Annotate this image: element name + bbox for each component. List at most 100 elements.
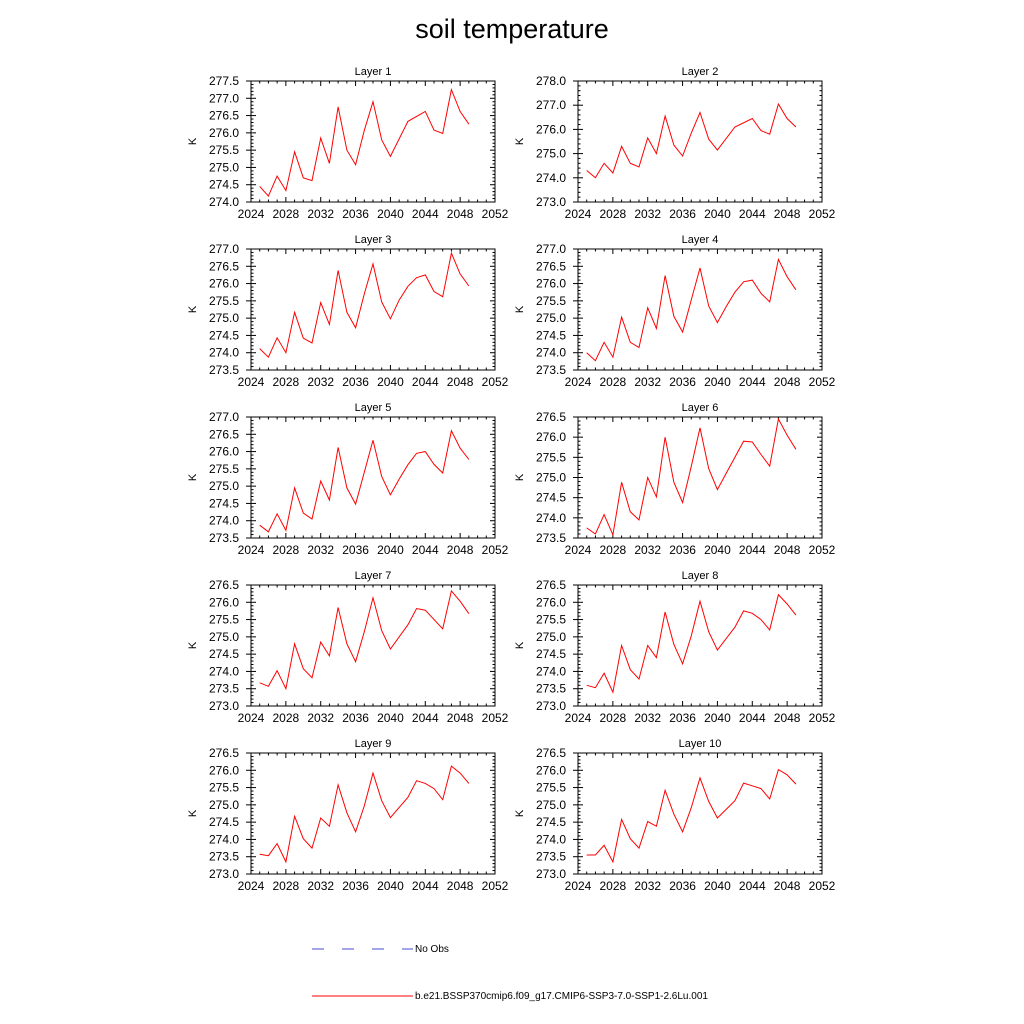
x-tick-label: 2048 xyxy=(447,375,474,389)
y-tick-label: 273.0 xyxy=(209,867,239,881)
y-tick-label: 275.5 xyxy=(209,294,239,308)
y-tick-label: 277.0 xyxy=(209,91,239,105)
panel-layer-6: Layer 6 K 2024 2028 2032 2036 2040 2044 2048 2052… xyxy=(514,402,836,557)
x-tick-label: 2040 xyxy=(377,879,404,893)
x-tick-label: 2028 xyxy=(600,711,627,725)
y-tick-label: 275.5 xyxy=(209,781,239,795)
panel-title: Layer 7 xyxy=(355,570,392,582)
x-tick-label: 2044 xyxy=(412,711,439,725)
y-tick-label: 277.0 xyxy=(536,98,566,112)
y-tick-label: 273.5 xyxy=(536,531,566,545)
x-tick-label: 2044 xyxy=(739,711,766,725)
y-tick-label: 274.5 xyxy=(536,328,566,342)
x-tick-label: 2040 xyxy=(377,543,404,557)
y-tick-label: 276.0 xyxy=(209,126,239,140)
x-tick-label: 2028 xyxy=(273,207,300,221)
y-tick-label: 274.0 xyxy=(209,832,239,846)
x-tick-label: 2036 xyxy=(342,543,369,557)
panel-title: Layer 2 xyxy=(682,66,719,78)
x-tick-label: 2032 xyxy=(634,711,661,725)
y-tick-label: 277.0 xyxy=(209,410,239,424)
series-line xyxy=(259,429,470,533)
series-line xyxy=(259,589,470,691)
plot-frame xyxy=(250,584,496,707)
y-tick-label: 274.5 xyxy=(536,491,566,505)
x-tick-label: 2052 xyxy=(809,543,836,557)
y-tick-label: 274.0 xyxy=(209,514,239,528)
x-tick-label: 2040 xyxy=(704,879,731,893)
y-tick-label: 273.5 xyxy=(536,682,566,696)
y-axis-label: K xyxy=(514,137,526,145)
x-tick-label: 2048 xyxy=(774,543,801,557)
y-tick-label: 274.0 xyxy=(536,664,566,678)
panel-layer-9: Layer 9 K 2024 2028 2032 2036 2040 2044 2048 2052… xyxy=(187,738,509,893)
x-tick-label: 2048 xyxy=(774,711,801,725)
legend: No Obs b.e21.BSSP370cmip6.f09_g17.CMIP6-… xyxy=(312,944,708,1002)
y-tick-label: 274.0 xyxy=(536,346,566,360)
x-tick-label: 2044 xyxy=(739,207,766,221)
panel-layer-7: Layer 7 K 2024 2028 2032 2036 2040 2044 2048 2052… xyxy=(187,570,509,725)
x-tick-label: 2028 xyxy=(273,375,300,389)
y-tick-label: 275.5 xyxy=(536,450,566,464)
legend-label-no-obs: No Obs xyxy=(415,944,449,955)
x-tick-label: 2024 xyxy=(565,207,592,221)
chart-title: soil temperature xyxy=(415,14,609,44)
x-tick-label: 2044 xyxy=(412,375,439,389)
x-tick-label: 2036 xyxy=(342,207,369,221)
series-line xyxy=(586,768,797,864)
y-tick-label: 275.0 xyxy=(536,147,566,161)
y-tick-label: 274.5 xyxy=(536,647,566,661)
panel-layer-3: Layer 3 K 2024 2028 2032 2036 2040 2044 2048 2052… xyxy=(187,234,509,389)
x-tick-label: 2032 xyxy=(634,543,661,557)
y-tick-label: 273.0 xyxy=(536,699,566,713)
y-axis-label: K xyxy=(514,473,526,481)
series-line xyxy=(259,251,470,359)
y-tick-label: 275.0 xyxy=(536,471,566,485)
y-tick-label: 275.5 xyxy=(209,613,239,627)
y-axis-label: K xyxy=(514,641,526,649)
panel-layer-4: Layer 4 K 2024 2028 2032 2036 2040 2044 2048 2052… xyxy=(514,234,836,389)
y-tick-label: 275.0 xyxy=(536,311,566,325)
y-tick-label: 273.5 xyxy=(209,850,239,864)
y-tick-label: 273.0 xyxy=(209,699,239,713)
series-line xyxy=(259,87,470,198)
x-tick-label: 2032 xyxy=(634,207,661,221)
y-tick-label: 273.5 xyxy=(209,682,239,696)
y-tick-label: 277.0 xyxy=(536,242,566,256)
x-tick-label: 2048 xyxy=(774,375,801,389)
x-tick-label: 2036 xyxy=(669,207,696,221)
y-axis-label: K xyxy=(187,473,199,481)
x-tick-label: 2028 xyxy=(600,207,627,221)
y-tick-label: 274.5 xyxy=(209,647,239,661)
y-tick-label: 276.0 xyxy=(536,277,566,291)
panel-layer-1: Layer 1 K 2024 2028 2032 2036 2040 2044 2048 2052… xyxy=(187,66,509,221)
x-tick-label: 2040 xyxy=(377,375,404,389)
x-tick-label: 2040 xyxy=(377,207,404,221)
y-tick-label: 277.0 xyxy=(209,242,239,256)
y-tick-label: 276.5 xyxy=(209,109,239,123)
x-tick-label: 2044 xyxy=(739,879,766,893)
panel-layer-5: Layer 5 K 2024 2028 2032 2036 2040 2044 2048 2052… xyxy=(187,402,509,557)
x-tick-label: 2024 xyxy=(565,879,592,893)
x-tick-label: 2028 xyxy=(600,879,627,893)
x-tick-label: 2032 xyxy=(634,879,661,893)
x-tick-label: 2048 xyxy=(447,543,474,557)
x-tick-label: 2052 xyxy=(809,207,836,221)
panel-title: Layer 4 xyxy=(682,234,719,246)
y-tick-label: 277.5 xyxy=(209,74,239,88)
y-axis-label: K xyxy=(187,809,199,817)
x-tick-label: 2036 xyxy=(342,711,369,725)
x-tick-label: 2036 xyxy=(669,543,696,557)
x-tick-label: 2032 xyxy=(307,543,334,557)
x-tick-label: 2052 xyxy=(482,543,509,557)
y-tick-label: 275.0 xyxy=(536,630,566,644)
y-tick-label: 275.5 xyxy=(209,462,239,476)
y-tick-label: 275.0 xyxy=(209,311,239,325)
x-tick-label: 2044 xyxy=(412,543,439,557)
x-tick-label: 2040 xyxy=(704,375,731,389)
panel-layer-10: Layer 10 K 2024 2028 2032 2036 2040 2044 2048 205… xyxy=(514,738,836,893)
x-tick-label: 2024 xyxy=(238,879,265,893)
series-line xyxy=(586,102,797,179)
panel-title: Layer 9 xyxy=(355,738,392,750)
